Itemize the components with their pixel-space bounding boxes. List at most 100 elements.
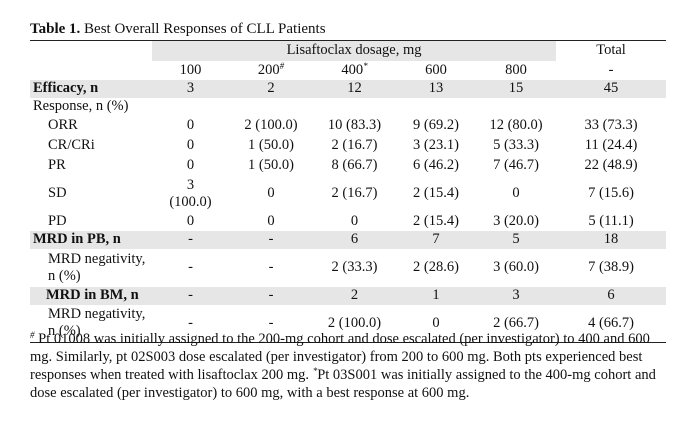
dose-header-100: 100 [179,61,202,78]
row-label: ORR [48,117,78,133]
table-cell: 2 [229,79,313,98]
table-cell: 3 (20.0) [493,212,539,229]
table-cell: 0 [186,137,195,153]
table-cell: 2 (15.4) [413,185,459,201]
table-cell: 3 [476,286,557,305]
table-cell: 12 [313,79,396,98]
table-cell: 45 [556,79,667,98]
table-cell: 5 (33.3) [493,137,539,153]
table-cell: - [152,230,229,249]
table-cell: 0 [267,212,275,229]
table-caption-label: Table 1. [30,21,81,37]
table-cell: 8 (66.7) [331,157,378,173]
header-row-doses: 100 200# 400* 600 800 - [30,61,666,80]
table-cell: 0 [267,185,275,201]
table-row-response-heading: Response, n (%) [30,98,666,116]
table-cell: 2 (100.0) [244,117,298,133]
table-cell: 1 (50.0) [248,137,294,153]
dose-header-600: 600 [425,61,447,78]
table-cell: 0 [186,157,195,173]
table-cell: 0 [186,212,195,229]
table-cell: 7 (46.7) [493,157,539,173]
row-label: PD [48,212,67,229]
table-cell: 5 [476,230,557,249]
row-label: MRD in BM, n [30,286,152,305]
table-cell: - [152,304,229,343]
table-cell: 15 [476,79,557,98]
table-cell: 11 (24.4) [584,137,638,153]
table-row-mrd-pb-negativity: MRD negativity, n (%) - - 2 (33.3) 2 (28… [30,249,666,287]
table-cell: 2 (66.7) [476,304,557,343]
table-cell: 12 (80.0) [489,117,543,133]
table-cell: 9 (69.2) [413,117,459,133]
table-cell: 6 [556,286,667,305]
row-label: SD [48,185,67,201]
table-cell: 2 (33.3) [331,259,378,275]
header-empty-cell [30,40,152,61]
table-cell: 4 (66.7) [556,304,667,343]
header-row-group: Lisaftoclax dosage, mg Total [30,40,667,61]
table-cell: 3 (100.0) [169,176,212,210]
table-cell: 0 [512,185,520,201]
table-cell: - [268,259,274,275]
table-cell: 22 (48.9) [584,157,638,173]
table-cell: 1 [396,286,476,305]
row-label: PR [48,157,66,173]
table-cell: - [229,286,313,305]
row-label: MRD negativity, n (%) [30,304,152,343]
table-caption: Table 1. Best Overall Responses of CLL P… [30,20,326,38]
footnote-text-2: Pt 03S001 was initially assigned to the … [30,367,656,401]
table-cell: 3 [152,79,229,98]
table-row-sd: SD 3 (100.0) 0 2 (16.7) 2 (15.4) 0 7 (15… [30,176,666,212]
row-label: MRD negativity, n (%) [48,250,146,284]
footnote-mark-hash: # [30,330,35,340]
header-empty-cell [30,61,152,80]
table-cell: 2 (15.4) [413,212,459,229]
row-label: Efficacy, n [30,79,152,98]
total-subheader: - [608,61,614,78]
table-cell: 0 [350,212,359,229]
table-cell: 6 [313,230,396,249]
table-row-cr: CR/CRi 0 1 (50.0) 2 (16.7) 3 (23.1) 5 (3… [30,136,666,156]
table-caption-text: Best Overall Responses of CLL Patients [84,21,326,37]
row-label: MRD in PB, n [30,230,152,249]
table-cell: 7 (15.6) [588,185,634,201]
table-cell: 2 [313,286,396,305]
table-row-orr: ORR 0 2 (100.0) 10 (83.3) 9 (69.2) 12 (8… [30,116,666,136]
footnote-mark-star: * [363,60,368,71]
table-row-pd: PD 0 0 0 2 (15.4) 3 (20.0) 5 (11.1) [30,212,666,231]
table-cell: - [229,230,313,249]
table-row-mrd-pb: MRD in PB, n - - 6 7 5 18 [30,230,667,249]
table-cell: - [188,259,193,275]
table-cell: 7 [396,230,476,249]
footnote-mark-star: * [312,366,318,376]
total-header: Total [556,40,667,61]
table-cell: 2 (28.6) [413,259,459,275]
dose-header-200: 200# [257,60,285,78]
footnote-text-1: Pt 01008 was initially assigned to the 2… [30,331,650,383]
table-cell: 3 (23.1) [413,137,459,153]
table-cell: 10 (83.3) [327,117,382,133]
dose-header-800: 800 [505,61,527,78]
row-label: CR/CRi [48,137,95,153]
dose-header-400: 400* [341,60,368,78]
table-cell: 18 [556,230,667,249]
table-cell: - [152,286,229,305]
table-row-mrd-bm: MRD in BM, n - - 2 1 3 6 [30,286,667,305]
table-cell: 1 (50.0) [248,157,294,173]
table-cell: 2 (16.7) [331,137,378,153]
table-cell: - [229,304,313,343]
row-label: Response, n (%) [33,98,129,114]
table-cell: 6 (46.2) [413,157,459,173]
table-cell: 2 (100.0) [313,304,396,343]
table-cell: 3 (60.0) [493,259,539,275]
table-cell: 5 (11.1) [588,212,634,229]
table-cell: 7 (38.9) [588,259,634,275]
table-cell: 2 (16.7) [331,185,378,201]
responses-table: Lisaftoclax dosage, mg Total 100 200# 40… [30,40,667,343]
table-row-efficacy: Efficacy, n 3 2 12 13 15 45 [30,79,667,98]
dosage-group-header: Lisaftoclax dosage, mg [152,40,557,61]
table-row-pr: PR 0 1 (50.0) 8 (66.7) 6 (46.2) 7 (46.7)… [30,156,666,176]
table-cell: 33 (73.3) [584,117,638,133]
